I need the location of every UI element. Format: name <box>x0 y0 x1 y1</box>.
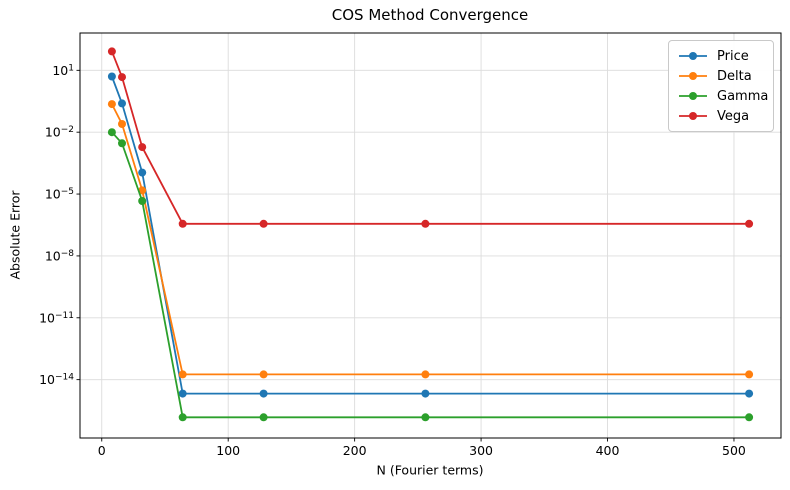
y-tick-label-1e-14: 10−14 <box>39 372 74 387</box>
legend-item-price: Price <box>677 46 773 66</box>
marker-delta-n512 <box>745 370 754 379</box>
legend-item-vega: Vega <box>677 106 773 126</box>
axes-frame <box>79 32 782 439</box>
marker-gamma-n8 <box>107 128 116 137</box>
series-line-price <box>111 76 750 395</box>
marker-gamma-n128 <box>259 413 268 422</box>
marker-vega-n64 <box>178 219 187 228</box>
marker-delta-n256 <box>421 370 430 379</box>
y-tick-label-1e-11: 10−11 <box>39 310 74 325</box>
marker-price-n32 <box>138 168 147 177</box>
y-tick-label-1e1: 101 <box>52 63 74 78</box>
x-axis-label: N (Fourier terms) <box>376 462 484 478</box>
marker-gamma-n256 <box>421 413 430 422</box>
legend-swatch-delta <box>679 72 707 80</box>
y-tick-label-1e-8: 10−8 <box>45 248 74 263</box>
series-line-vega <box>111 51 750 225</box>
legend-swatch-vega <box>679 112 707 120</box>
marker-vega-n512 <box>745 219 754 228</box>
x-tick-label-300: 300 <box>469 443 493 458</box>
y-axis-label: Absolute Error <box>7 190 23 280</box>
legend-swatch-price <box>679 52 707 60</box>
marker-price-n8 <box>107 72 116 81</box>
marker-delta-n64 <box>178 370 187 379</box>
marker-vega-n16 <box>118 73 126 82</box>
x-tick-label-200: 200 <box>343 443 367 458</box>
marker-gamma-n64 <box>178 413 187 422</box>
x-tick-label-400: 400 <box>596 443 620 458</box>
marker-delta-n8 <box>107 100 116 109</box>
marker-vega-n256 <box>421 219 430 228</box>
marker-gamma-n512 <box>745 413 754 422</box>
legend-label-vega: Vega <box>717 108 750 124</box>
legend-label-delta: Delta <box>717 68 752 84</box>
marker-price-n512 <box>745 389 754 398</box>
marker-gamma-n32 <box>138 197 147 205</box>
y-tick-label-1e-5: 10−5 <box>45 187 74 202</box>
y-tick-label-1e-2: 10−2 <box>45 125 74 140</box>
legend: Price Delta Gamma Vega <box>668 40 774 132</box>
marker-price-n64 <box>178 389 187 398</box>
marker-gamma-n16 <box>118 139 126 148</box>
marker-price-n256 <box>421 389 430 398</box>
marker-vega-n8 <box>107 47 116 56</box>
marker-delta-n128 <box>259 370 268 379</box>
chart-title: COS Method Convergence <box>331 6 529 24</box>
series-line-delta <box>111 103 750 376</box>
marker-price-n128 <box>259 389 268 398</box>
x-tick-label-100: 100 <box>216 443 240 458</box>
marker-delta-n16 <box>118 120 126 128</box>
marker-price-n16 <box>118 99 126 108</box>
x-tick-label-0: 0 <box>98 443 106 458</box>
x-tick-label-500: 500 <box>722 443 746 458</box>
legend-label-gamma: Gamma <box>717 88 769 104</box>
legend-swatch-gamma <box>679 92 707 100</box>
legend-item-gamma: Gamma <box>677 86 773 106</box>
legend-item-delta: Delta <box>677 66 773 86</box>
legend-label-price: Price <box>717 48 749 64</box>
marker-vega-n128 <box>259 219 268 228</box>
marker-vega-n32 <box>138 143 147 152</box>
marker-delta-n32 <box>138 186 147 195</box>
